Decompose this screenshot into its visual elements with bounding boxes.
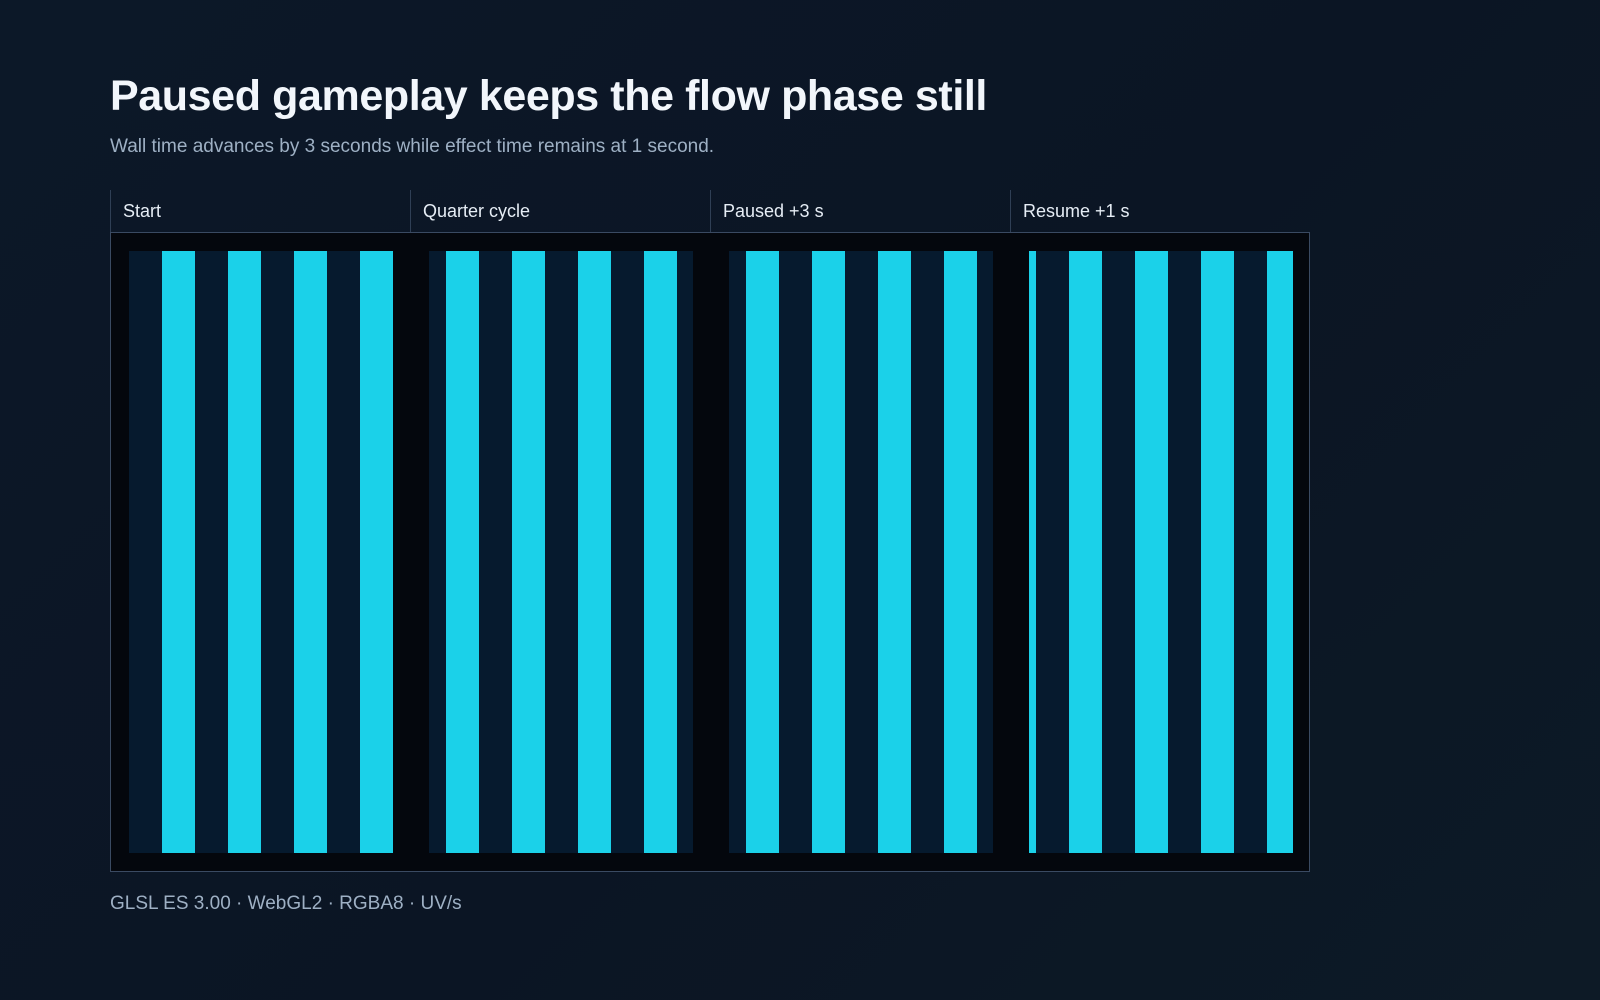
flow-stripe: [1134, 251, 1168, 853]
flow-stripe: [228, 251, 261, 853]
flow-stripe: [294, 251, 327, 853]
frame-paused: [729, 251, 993, 853]
flow-stripe: [511, 251, 545, 853]
flow-stripe: [1029, 251, 1036, 853]
panel-header-quarter-cycle: Quarter cycle: [410, 190, 710, 232]
flow-stripe: [1068, 251, 1102, 853]
flow-stripe: [1200, 251, 1234, 853]
tech-footer: GLSL ES 3.00 · WebGL2 · RGBA8 · UV/s: [110, 893, 462, 914]
panel-header-resume: Resume +1 s: [1010, 190, 1310, 232]
shader-preview-strip: [110, 232, 1310, 872]
flow-stripe: [445, 251, 479, 853]
panel-header-row: Start Quarter cycle Paused +3 s Resume +…: [110, 190, 1310, 232]
flow-stripe: [943, 251, 977, 853]
frame-resume: [1029, 251, 1293, 853]
flow-stripe: [1266, 251, 1293, 853]
flow-stripe: [577, 251, 611, 853]
flow-stripe: [745, 251, 779, 853]
panel-header-start: Start: [110, 190, 410, 232]
page-title: Paused gameplay keeps the flow phase sti…: [110, 72, 987, 120]
page-subtitle: Wall time advances by 3 seconds while ef…: [110, 136, 715, 157]
flow-stripe: [643, 251, 677, 853]
frame-quarter-cycle: [429, 251, 693, 853]
flow-stripe: [360, 251, 393, 853]
flow-stripe: [877, 251, 911, 853]
frame-start: [129, 251, 393, 853]
flow-stripe: [162, 251, 195, 853]
flow-stripe: [811, 251, 845, 853]
panel-header-paused: Paused +3 s: [710, 190, 1010, 232]
